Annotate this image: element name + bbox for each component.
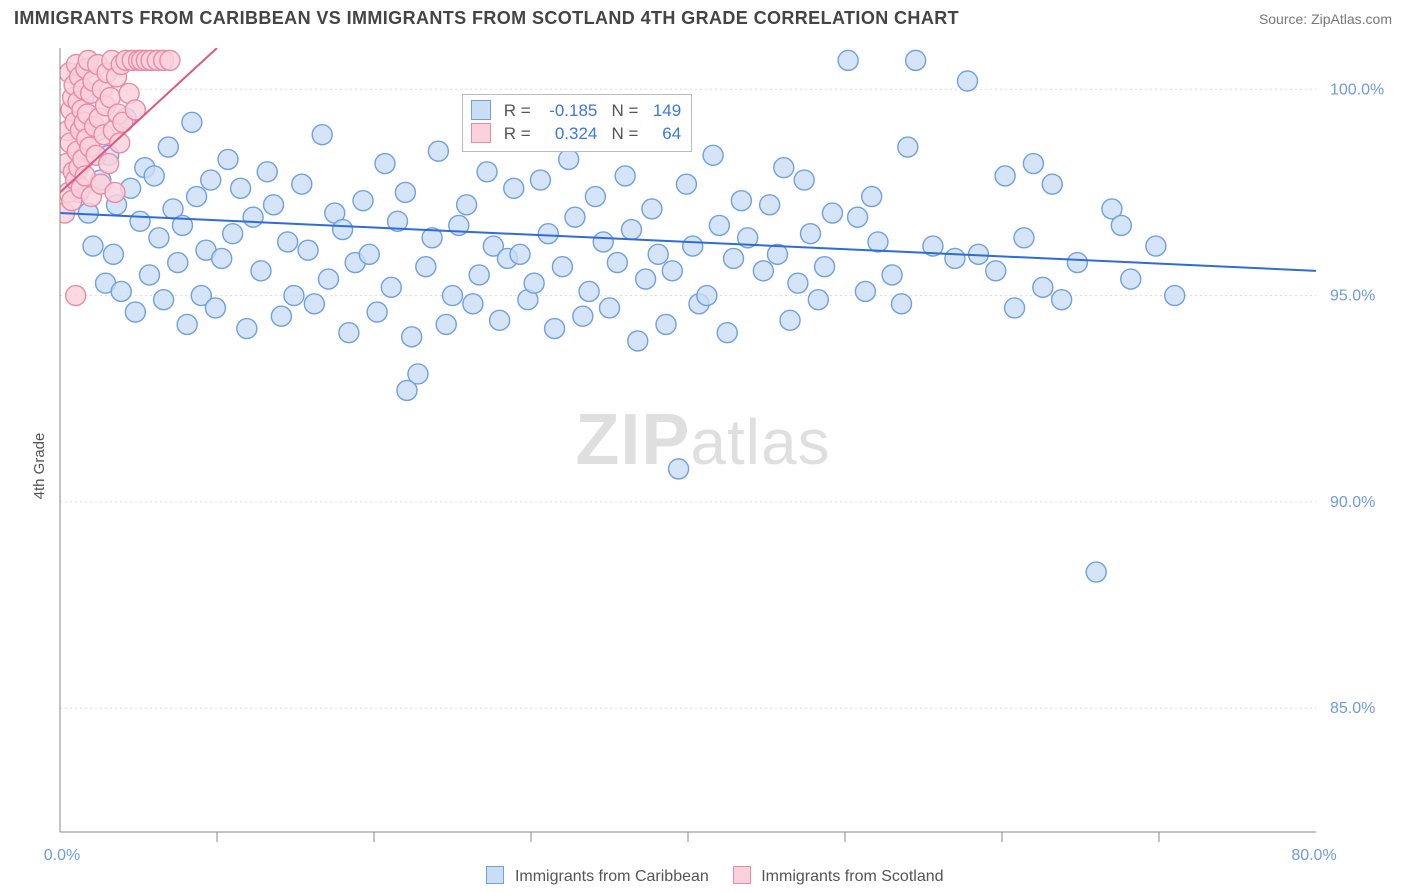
svg-text:0.0%: 0.0%: [44, 847, 80, 864]
chart-area: 4th Grade 85.0% 90.0% 95.0% 100.0% 0.0% 80.0%…: [0, 40, 1406, 892]
series-swatch: [471, 123, 491, 143]
scatter-plot: 85.0% 90.0% 95.0% 100.0% 0.0% 80.0%: [0, 40, 1406, 870]
legend-swatch: [733, 866, 751, 884]
svg-text:100.0%: 100.0%: [1330, 81, 1384, 98]
stat-r: 0.324: [535, 123, 597, 146]
stats-legend-box: R = -0.185 N = 149 R = 0.324 N = 64: [462, 94, 692, 152]
stat-r: -0.185: [535, 100, 597, 123]
legend-label: Immigrants from Scotland: [761, 868, 943, 885]
stat-n: 64: [643, 123, 681, 146]
chart-source: Source: ZipAtlas.com: [1259, 11, 1392, 27]
stat-n: 149: [643, 100, 681, 123]
svg-text:80.0%: 80.0%: [1291, 847, 1336, 864]
legend-label: Immigrants from Caribbean: [515, 868, 709, 885]
series-legend: Immigrants from Caribbean Immigrants fro…: [0, 866, 1406, 886]
chart-title: IMMIGRANTS FROM CARIBBEAN VS IMMIGRANTS …: [14, 8, 959, 29]
y-axis-label: 4th Grade: [31, 433, 48, 500]
stats-row: R = -0.185 N = 149: [471, 100, 681, 123]
series-swatch: [471, 100, 491, 120]
legend-swatch: [486, 866, 504, 884]
svg-text:85.0%: 85.0%: [1330, 700, 1375, 717]
stats-row: R = 0.324 N = 64: [471, 123, 681, 146]
chart-header: IMMIGRANTS FROM CARIBBEAN VS IMMIGRANTS …: [0, 0, 1406, 39]
svg-text:95.0%: 95.0%: [1330, 288, 1375, 305]
svg-text:90.0%: 90.0%: [1330, 494, 1375, 511]
